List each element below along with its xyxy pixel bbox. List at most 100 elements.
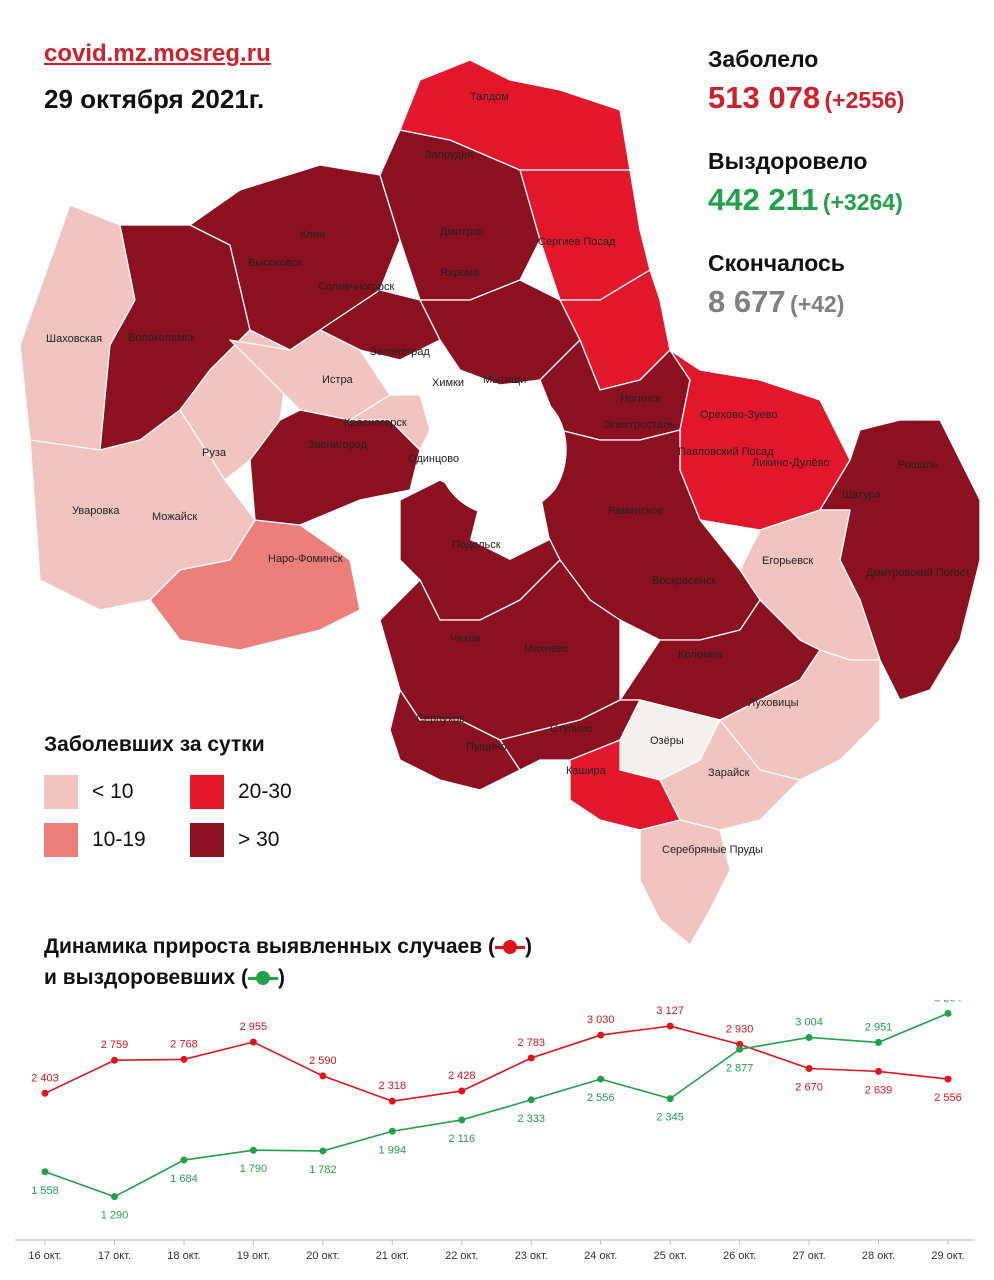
legend-label-10-19: 10-19 — [92, 828, 146, 851]
map-label: Яхрома — [440, 267, 480, 279]
map-label: Егорьевск — [762, 555, 813, 567]
recovered-label: Выздоровело — [708, 148, 868, 174]
map-label: Пущино — [466, 741, 507, 753]
cases-data-point — [388, 1097, 396, 1105]
map-label: Орехово-Зуево — [700, 409, 778, 421]
legend-swatch-lt10 — [44, 775, 78, 809]
map-label: Рошаль — [898, 459, 938, 471]
x-tick-label: 24 окт. — [584, 1250, 617, 1262]
district-lukhovitsy — [719, 649, 881, 781]
map-label: Подольск — [452, 539, 501, 551]
new-moscow-area — [470, 490, 550, 560]
x-tick-label: 20 окт. — [306, 1250, 339, 1262]
recovered-data-label: 3 004 — [795, 1016, 823, 1028]
district-mytishchi — [419, 279, 581, 386]
map-label: Ногинск — [620, 393, 661, 405]
recovered-data-label: 2 951 — [865, 1021, 893, 1033]
dynamics-title-line2: и выздоровевших () — [44, 966, 285, 990]
map-label: Мытищи — [483, 374, 526, 386]
map-label: Шатура — [842, 489, 882, 501]
map-label: Кашира — [566, 765, 607, 777]
recovered-delta: (+3264) — [822, 189, 903, 215]
site-link[interactable]: covid.mz.mosreg.ru — [44, 40, 271, 67]
recovered-data-point — [875, 1038, 883, 1046]
dynamics-paren2: ) — [277, 966, 285, 989]
cases-data-label: 3 030 — [587, 1014, 615, 1026]
map-label: Сергиев Посад — [538, 236, 616, 248]
recovered-data-point — [388, 1127, 396, 1135]
map-label: Дмитров — [440, 226, 484, 238]
map-label: Зарайск — [708, 767, 750, 779]
map-label: Талдом — [470, 91, 509, 103]
map-label: Озёры — [650, 735, 684, 747]
cases-data-label: 2 768 — [170, 1038, 198, 1050]
recovered-total: 442 211 — [708, 182, 819, 217]
map-label: Воскресенск — [652, 575, 716, 587]
recovered-data-point — [666, 1095, 674, 1103]
cases-data-point — [875, 1067, 883, 1075]
map-label: Истра — [322, 374, 354, 386]
legend-swatch-10-19 — [44, 823, 78, 857]
map-label: Раменское — [608, 505, 664, 517]
cases-data-point — [319, 1072, 327, 1080]
legend-swatch-gt30 — [190, 823, 224, 857]
cases-data-label: 2 955 — [240, 1021, 268, 1033]
map-label: Михнево — [524, 643, 569, 655]
recovered-data-label: 1 994 — [379, 1144, 407, 1156]
x-tick-label: 29 окт. — [931, 1250, 964, 1262]
cases-data-point — [180, 1055, 188, 1063]
x-tick-label: 25 окт. — [654, 1250, 687, 1262]
map-label: Чехов — [450, 633, 481, 645]
recovered-data-label: 1 558 — [31, 1185, 59, 1197]
recovered-stat: 442 211 (+3264) — [708, 182, 903, 218]
map-label: Красногорск — [344, 417, 407, 429]
legend-swatch-20-30 — [190, 775, 224, 809]
legend-item-10-19: 10-19 — [44, 823, 146, 857]
cases-data-label: 2 639 — [865, 1084, 893, 1096]
district-krasnogorsk — [349, 394, 431, 451]
cases-data-label: 2 670 — [795, 1082, 823, 1094]
cases-data-point — [249, 1038, 257, 1046]
recovered-data-point — [110, 1193, 118, 1201]
deaths-stat: 8 677 (+42) — [708, 284, 844, 320]
x-tick-label: 22 окт. — [445, 1250, 478, 1262]
legend-item-gt30: > 30 — [190, 823, 279, 857]
cases-data-label: 2 759 — [101, 1039, 129, 1051]
recovered-data-label: 2 877 — [726, 1062, 754, 1074]
recovered-data-label: 1 684 — [170, 1173, 198, 1185]
cases-stat: 513 078 (+2556) — [708, 80, 904, 116]
cases-series-line — [44, 1025, 949, 1103]
district-serebryanye-prudy — [639, 819, 731, 946]
cases-data-point — [597, 1031, 605, 1039]
cases-data-point — [41, 1089, 49, 1097]
map-label: Коломна — [678, 649, 724, 661]
recovered-data-point — [180, 1156, 188, 1164]
map-label: Луховицы — [748, 697, 799, 709]
x-tick-label: 23 окт. — [515, 1250, 548, 1262]
map-label: Серпухов — [416, 713, 465, 725]
x-tick-label: 26 окт. — [723, 1250, 756, 1262]
map-label: Шаховская — [46, 333, 102, 345]
recovered-data-label: 2 556 — [587, 1092, 615, 1104]
recovered-data-label: 1 290 — [101, 1210, 129, 1222]
map-label: Высоковск — [248, 257, 302, 269]
x-tick-label: 16 окт. — [28, 1250, 61, 1262]
x-tick-label: 28 окт. — [862, 1250, 895, 1262]
recovered-data-point — [458, 1116, 466, 1124]
map-label: Серебряные Пруды — [662, 844, 763, 856]
recovered-data-point — [41, 1168, 49, 1176]
cases-data-label: 2 428 — [448, 1070, 476, 1082]
recovered-data-point — [527, 1096, 535, 1104]
legend-item-lt10: < 10 — [44, 775, 133, 809]
map-label: Павловский Посад — [678, 446, 774, 458]
legend-label-gt30: > 30 — [238, 828, 280, 851]
x-tick-label: 21 окт. — [376, 1250, 409, 1262]
x-tick-label: 27 окт. — [792, 1250, 825, 1262]
x-tick-label: 18 окт. — [167, 1250, 200, 1262]
district-serpukhov — [389, 689, 521, 791]
cases-data-label: 3 127 — [656, 1005, 684, 1017]
legend-title: Заболевших за сутки — [44, 733, 265, 756]
deaths-total: 8 677 — [708, 284, 786, 319]
map-label: Ликино-Дулёво — [752, 457, 830, 469]
recovered-data-label: 1 790 — [240, 1163, 268, 1175]
